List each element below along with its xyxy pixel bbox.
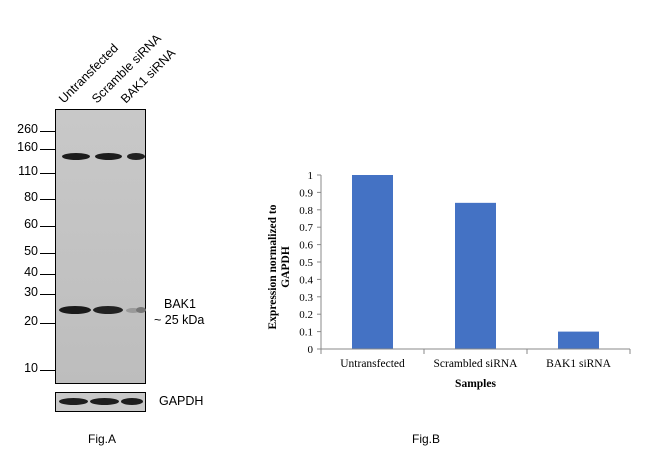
mw-tick [40,131,55,132]
y-tick-label: 0.8 [299,205,313,217]
gapdh-band-lane3 [121,398,143,405]
figure-a-caption: Fig.A [88,432,117,446]
bar-scrambled-sirna [455,202,496,349]
mw-marker-60: 60 [24,217,38,231]
y-tick-label: 0.9 [299,187,313,199]
y-tick-label: 0.6 [299,240,313,252]
gapdh-band-lane2 [90,398,119,405]
mw-marker-260: 260 [17,122,38,136]
mw-marker-20: 20 [24,314,38,328]
y-tick-label: 0.3 [299,292,313,304]
gapdh-band-lane1 [59,398,88,405]
blot-membrane [55,109,146,384]
mw-tick [40,253,55,254]
mw-marker-110: 110 [18,164,38,178]
figure-b-caption: Fig.B [412,432,441,446]
bak1-band-lane2 [93,306,123,314]
y-tick-label: 0.2 [299,309,313,321]
y-tick-label: 0 [308,344,314,356]
mw-marker-80: 80 [24,190,38,204]
x-axis: Untransfected Scrambled siRNA BAK1 siRNA [320,348,631,370]
bak1-band-lane3 [126,308,140,313]
bak1-label: BAK1 [164,297,196,311]
upper-band-lane1 [62,153,90,160]
y-axis: 0 0.1 0.2 0.3 0.4 0.5 0.6 0.7 0.8 0.9 1 [299,170,322,356]
mw-tick [40,199,55,200]
upper-band-lane3 [127,153,145,160]
x-category-label: Untransfected [340,358,405,370]
bar-bak1-sirna [558,331,599,349]
bar-untransfected [352,175,393,349]
mw-marker-50: 50 [24,244,38,258]
upper-band-lane2 [95,153,122,160]
mw-tick [40,149,55,150]
y-tick-label: 0.7 [299,222,313,234]
mw-tick [40,274,55,275]
y-tick-label: 1 [308,170,314,182]
bak1-size-label: ~ 25 kDa [154,313,205,327]
y-tick-label: 0.4 [299,274,313,286]
bak1-band-lane1 [59,306,91,314]
x-axis-label: Samples [455,378,496,390]
mw-tick [40,370,55,371]
y-axis-label: Expression normalized toGAPDH [267,204,292,329]
gapdh-blot-membrane [55,392,146,412]
mw-marker-160: 160 [17,140,38,154]
mw-tick [40,323,55,324]
mw-tick [40,226,55,227]
bak1-band-lane3-edge [136,307,146,313]
mw-marker-40: 40 [24,265,38,279]
x-category-label: BAK1 siRNA [546,358,612,370]
mw-tick [40,173,55,174]
bars [352,175,599,349]
y-tick-label: 0.5 [299,257,313,269]
mw-marker-10: 10 [24,361,38,375]
y-tick-label: 0.1 [299,327,313,339]
mw-tick [40,294,55,295]
mw-marker-30: 30 [24,285,38,299]
x-category-label: Scrambled siRNA [433,358,518,370]
gapdh-label: GAPDH [159,394,204,408]
